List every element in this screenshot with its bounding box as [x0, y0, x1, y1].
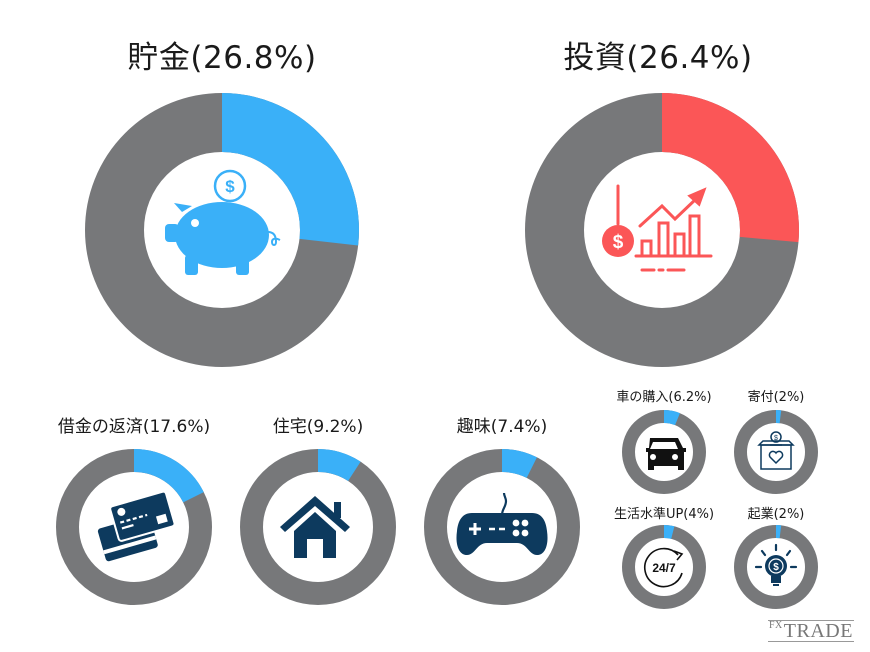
lifestyle-donut: 24/7 [622, 525, 706, 609]
car-icon [646, 438, 686, 470]
svg-text:$: $ [613, 232, 624, 253]
svg-text:24/7: 24/7 [652, 561, 676, 575]
donut-arc [85, 93, 359, 367]
svg-text:$: $ [225, 177, 235, 196]
game-controller-icon [456, 492, 548, 555]
hobby-title: 趣味(7.4%) [456, 417, 548, 437]
housing-donut [240, 449, 396, 605]
house-icon [280, 496, 350, 558]
savings-donut: $ [85, 93, 359, 367]
investment-donut: $ [525, 93, 799, 367]
donut-arc [525, 93, 799, 367]
logo-prefix: FX [769, 620, 783, 631]
piggy-bank-icon: $ [165, 169, 281, 275]
svg-text:$: $ [773, 562, 779, 573]
fxtrade-logo: FXTRADE [768, 620, 854, 642]
lifestyle-title: 生活水準UP(4%) [613, 507, 715, 522]
hobby-donut [424, 449, 580, 605]
housing-title: 住宅(9.2%) [272, 417, 364, 437]
startup-title: 起業(2%) [747, 507, 805, 522]
24-7-icon: 24/7 [643, 547, 684, 588]
donation-box-icon: $ [757, 431, 795, 470]
donut-arc [240, 449, 396, 605]
donut-arc [622, 410, 706, 494]
donation-title: 寄付(2%) [747, 390, 805, 405]
car-donut [622, 410, 706, 494]
donut-arc [424, 449, 580, 605]
startup-donut: $ [734, 525, 818, 609]
donut-arc [56, 449, 212, 605]
donation-donut: $ [734, 410, 818, 494]
debt-title: 借金の返済(17.6%) [57, 417, 211, 437]
logo-text: TRADE [783, 620, 853, 642]
investment-title: 投資(26.4%) [563, 40, 753, 76]
svg-text:$: $ [774, 435, 778, 442]
donut-arc [734, 525, 818, 609]
car-title: 車の購入(6.2%) [616, 390, 712, 405]
donut-arc [622, 525, 706, 609]
credit-card-icon [97, 490, 176, 562]
growth-chart-icon: $ [602, 184, 713, 272]
donut-arc [734, 410, 818, 494]
savings-title: 貯金(26.8%) [127, 40, 317, 76]
debt-donut [56, 449, 212, 605]
lightbulb-dollar-icon: $ [754, 543, 798, 586]
